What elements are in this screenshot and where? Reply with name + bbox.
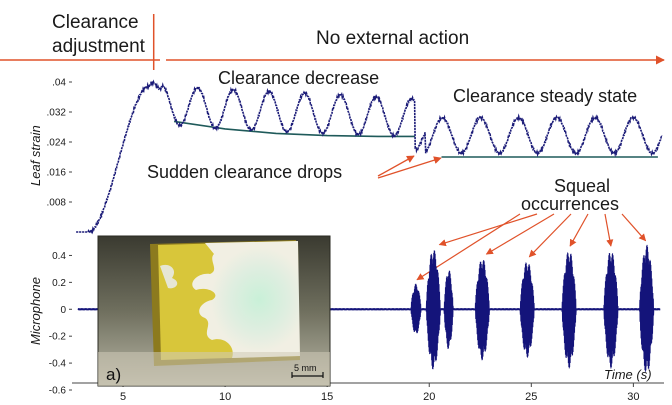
- sudden-drop-arrow-2: [377, 156, 442, 179]
- leaf-strain-axis-title: Leaf strain: [28, 125, 43, 186]
- inset-label: a): [106, 365, 121, 384]
- microphone-axis-title: Microphone: [28, 277, 43, 345]
- mic-tick-label: -0.6: [49, 386, 67, 397]
- leaf-strain-y-ticks: .04 .032 .024 .016 .008: [47, 78, 72, 209]
- phase-2-label: No external action: [316, 28, 469, 49]
- time-tick-label: 20: [423, 391, 435, 403]
- phase-1-label-line-1: Clearance: [52, 12, 139, 33]
- leaf-strain-panel: Leaf strain .04 .032 .024 .016 .008: [28, 78, 663, 235]
- squeal-arrow: [604, 213, 614, 247]
- microphone-y-ticks: 0.4 0.2 0 -0.2 -0.4 -0.6: [49, 251, 72, 397]
- mic-tick-label: 0.2: [52, 278, 66, 289]
- inset-foreground: [98, 352, 330, 386]
- squeal-label-line-1: Squeal: [554, 176, 610, 196]
- wear-spot: [160, 264, 178, 289]
- time-tick-label: 25: [525, 391, 537, 403]
- squeal-arrow: [528, 213, 572, 258]
- mic-tick-label: 0: [60, 305, 66, 316]
- strain-tick-label: .04: [52, 78, 66, 89]
- phase-1-label-line-2: adjustment: [52, 36, 146, 57]
- sudden-drop-arrow-1: [377, 155, 415, 177]
- time-tick-label: 5: [120, 391, 126, 403]
- time-axis-title: Time (s): [604, 367, 652, 382]
- scale-bar-label: 5 mm: [294, 363, 317, 373]
- clearance-decrease-label: Clearance decrease: [218, 68, 379, 88]
- wear-region: [192, 241, 300, 358]
- leaf-strain-series: [76, 79, 663, 235]
- squeal-label-line-2: occurrences: [521, 194, 619, 214]
- sudden-drops-label: Sudden clearance drops: [147, 162, 342, 182]
- squeal-arrow: [569, 213, 589, 247]
- sample-photo-inset: a) 5 mm: [97, 235, 331, 387]
- time-tick-label: 15: [321, 391, 333, 403]
- squeal-arrow: [485, 213, 555, 255]
- mic-tick-label: -0.2: [49, 332, 67, 343]
- mic-tick-label: 0.4: [52, 251, 66, 262]
- strain-tick-label: .032: [47, 108, 67, 119]
- clearance-decrease-envelope: [173, 120, 415, 138]
- strain-tick-label: .016: [47, 168, 67, 179]
- mic-tick-label: -0.4: [49, 359, 67, 370]
- strain-tick-label: .008: [47, 198, 67, 209]
- strain-tick-label: .024: [47, 138, 67, 149]
- phase-annotations: Clearance adjustment No external action: [0, 12, 665, 70]
- squeal-arrows: [416, 213, 647, 281]
- squeal-arrow: [438, 213, 538, 247]
- time-tick-label: 30: [627, 391, 639, 403]
- clearance-steady-label: Clearance steady state: [453, 86, 637, 106]
- time-tick-label: 10: [219, 391, 231, 403]
- squeal-arrow: [621, 213, 647, 242]
